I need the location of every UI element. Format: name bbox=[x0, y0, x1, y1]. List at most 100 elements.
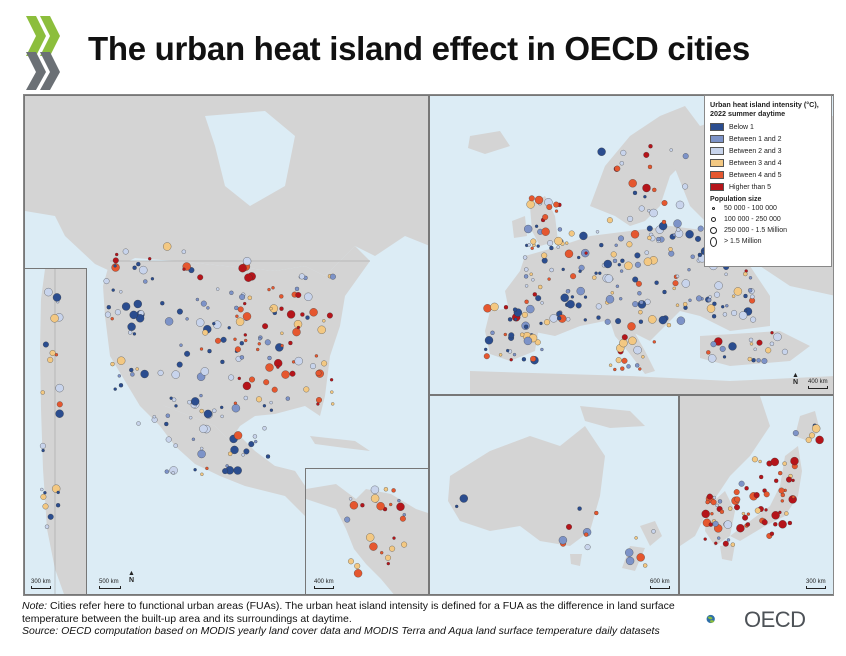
legend-label: Between 4 and 5 bbox=[729, 171, 782, 179]
city-dot bbox=[294, 286, 300, 292]
city-dot bbox=[751, 456, 758, 463]
city-dot bbox=[675, 303, 680, 307]
size-circle-icon bbox=[711, 217, 716, 222]
city-dot bbox=[626, 241, 633, 248]
city-dot bbox=[627, 322, 636, 331]
legend-label: Below 1 bbox=[729, 123, 754, 131]
city-dot bbox=[728, 506, 733, 511]
size-circle-icon bbox=[710, 236, 717, 247]
city-dot bbox=[44, 524, 50, 529]
city-dot bbox=[56, 490, 60, 495]
city-dot bbox=[717, 536, 721, 540]
city-dot bbox=[604, 274, 613, 283]
city-dot bbox=[329, 273, 336, 280]
city-dot bbox=[215, 337, 221, 344]
city-dot bbox=[369, 542, 378, 551]
city-dot bbox=[540, 301, 544, 305]
city-dot bbox=[615, 318, 622, 325]
city-dot bbox=[579, 231, 588, 241]
city-dot bbox=[712, 520, 719, 527]
city-dot bbox=[583, 318, 587, 322]
city-dot bbox=[627, 215, 634, 222]
city-dot bbox=[521, 311, 528, 318]
city-dot bbox=[243, 301, 247, 306]
city-dot bbox=[712, 495, 717, 500]
city-dot bbox=[812, 424, 821, 433]
city-dot bbox=[577, 255, 581, 260]
city-dot bbox=[615, 357, 622, 364]
city-dot bbox=[557, 316, 562, 321]
city-dot bbox=[708, 522, 713, 527]
city-dot bbox=[753, 347, 757, 351]
city-dot bbox=[604, 318, 611, 325]
city-dot bbox=[281, 370, 290, 379]
city-dot bbox=[305, 315, 310, 320]
city-dot bbox=[683, 302, 688, 307]
city-dot bbox=[553, 201, 560, 208]
legend-population-item: 50 000 - 100 000 bbox=[710, 203, 826, 214]
city-dot bbox=[621, 357, 628, 364]
city-dot bbox=[556, 245, 560, 249]
city-dot bbox=[597, 147, 606, 156]
city-dot bbox=[112, 257, 119, 264]
city-dot bbox=[157, 369, 164, 376]
city-dot bbox=[546, 204, 553, 210]
city-dot bbox=[376, 502, 385, 511]
oecd-chevrons-logo bbox=[26, 16, 60, 90]
city-dot bbox=[651, 529, 656, 534]
city-dot bbox=[220, 414, 224, 419]
legend-population-item: 100 000 - 250 000 bbox=[710, 214, 826, 225]
city-dot bbox=[187, 400, 192, 405]
city-dot bbox=[656, 236, 661, 242]
city-dot bbox=[625, 548, 634, 557]
city-dot bbox=[773, 522, 778, 527]
chile-scalebar: 300 km bbox=[31, 579, 51, 589]
city-dot bbox=[557, 227, 563, 232]
city-dot bbox=[534, 195, 544, 205]
city-dot bbox=[143, 279, 148, 284]
city-dot bbox=[117, 356, 126, 365]
japan-scalebar: 300 km bbox=[806, 579, 826, 589]
city-dot bbox=[697, 225, 704, 232]
japan-scale-label: 300 km bbox=[806, 579, 826, 585]
city-dot bbox=[695, 235, 701, 242]
city-dot bbox=[649, 208, 658, 218]
city-dot bbox=[389, 502, 393, 507]
city-dot bbox=[512, 307, 518, 312]
city-dot bbox=[682, 183, 689, 190]
city-dot bbox=[50, 314, 59, 323]
city-dot bbox=[599, 242, 604, 248]
city-dot bbox=[56, 401, 63, 408]
city-dot bbox=[173, 443, 178, 448]
city-dot bbox=[541, 227, 550, 236]
city-dot bbox=[237, 306, 244, 313]
city-dot bbox=[483, 353, 490, 360]
city-dot bbox=[620, 149, 627, 156]
city-dot bbox=[710, 499, 717, 506]
city-dot bbox=[756, 358, 761, 363]
north-arrow-icon: ▲ N bbox=[128, 570, 135, 584]
city-dot bbox=[722, 540, 729, 547]
city-dot bbox=[118, 383, 124, 388]
city-dot bbox=[52, 484, 61, 493]
legend-item: Below 1 bbox=[710, 121, 826, 133]
city-dot bbox=[298, 273, 305, 280]
city-dot bbox=[595, 230, 600, 234]
city-dot bbox=[658, 315, 668, 325]
city-dot bbox=[401, 541, 408, 548]
city-dot bbox=[279, 306, 284, 311]
city-dot bbox=[741, 511, 746, 516]
city-dot bbox=[578, 264, 585, 271]
city-dot bbox=[385, 554, 391, 561]
legend-title: Urban heat island intensity (°C), 2022 s… bbox=[710, 100, 819, 118]
city-dot bbox=[402, 513, 406, 517]
city-dot bbox=[706, 493, 713, 500]
city-dot bbox=[646, 225, 653, 232]
city-dot bbox=[626, 364, 631, 369]
city-dot bbox=[40, 487, 44, 492]
city-dot bbox=[455, 504, 459, 509]
city-dot bbox=[127, 322, 136, 331]
city-dot bbox=[271, 386, 278, 393]
city-dot bbox=[568, 230, 575, 237]
city-dot bbox=[751, 358, 756, 363]
